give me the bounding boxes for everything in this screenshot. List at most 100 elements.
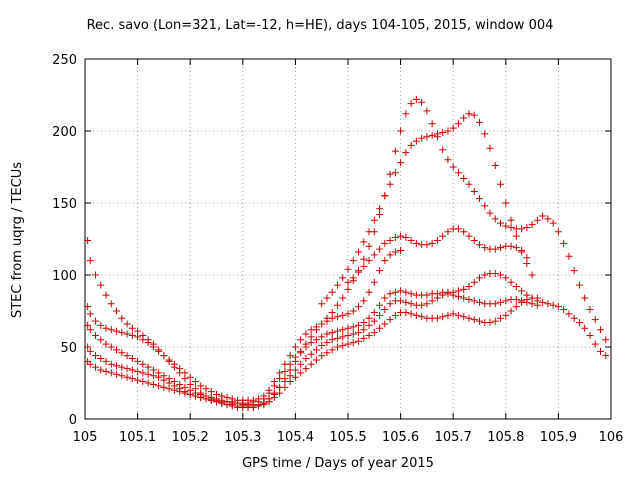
data-point <box>575 319 583 327</box>
data-point <box>407 100 415 108</box>
data-point <box>412 95 420 103</box>
data-point <box>118 372 126 380</box>
data-point <box>497 298 505 306</box>
data-point <box>328 336 336 344</box>
data-point <box>291 373 299 381</box>
data-point <box>307 333 315 341</box>
data-point <box>481 271 489 279</box>
data-point <box>476 274 483 282</box>
data-point <box>397 287 405 295</box>
data-point <box>176 365 184 373</box>
data-point <box>596 347 604 355</box>
data-point <box>339 333 347 341</box>
data-point <box>86 347 94 355</box>
data-point <box>507 216 515 224</box>
data-point <box>507 278 515 286</box>
data-point <box>444 156 452 164</box>
data-point <box>144 379 152 387</box>
data-point <box>460 294 468 302</box>
x-tick-label: 105.3 <box>224 430 261 445</box>
data-point <box>165 356 173 364</box>
data-point <box>433 236 441 244</box>
data-point <box>323 314 331 322</box>
data-point <box>391 311 399 319</box>
data-point <box>502 297 510 305</box>
data-point <box>560 239 568 247</box>
data-point <box>433 294 441 302</box>
data-series <box>84 294 541 411</box>
data-point <box>344 278 352 286</box>
data-point <box>92 331 100 339</box>
data-point <box>370 317 378 325</box>
data-point <box>370 278 378 286</box>
data-point <box>544 215 552 223</box>
data-point <box>128 355 136 363</box>
data-point <box>265 395 273 403</box>
data-point <box>481 130 489 138</box>
data-point <box>155 347 163 355</box>
data-point <box>155 373 163 381</box>
data-point <box>144 370 152 378</box>
data-point <box>360 238 368 246</box>
data-point <box>134 367 142 375</box>
data-point <box>86 257 94 265</box>
data-point <box>113 362 121 370</box>
data-point <box>360 255 368 263</box>
data-point <box>381 320 389 328</box>
data-point <box>84 236 92 244</box>
data-point <box>149 372 157 380</box>
data-point <box>102 340 110 348</box>
data-point <box>381 294 389 302</box>
y-tick-label: 200 <box>52 125 77 140</box>
data-point <box>86 326 94 334</box>
data-point <box>297 369 305 377</box>
data-point <box>423 300 431 308</box>
data-point <box>533 301 541 309</box>
data-point <box>581 324 589 332</box>
data-point <box>202 395 210 403</box>
data-point <box>412 137 420 145</box>
data-point <box>439 146 447 154</box>
data-point <box>344 265 352 273</box>
data-point <box>581 294 589 302</box>
data-point <box>344 331 352 339</box>
data-point <box>407 141 415 149</box>
data-point <box>213 398 220 406</box>
data-point <box>333 301 341 309</box>
data-point <box>165 385 173 393</box>
data-point <box>370 308 378 316</box>
x-tick-label: 106 <box>599 430 624 445</box>
data-point <box>349 323 357 331</box>
data-point <box>92 271 100 279</box>
data-point <box>560 306 568 314</box>
data-point <box>470 316 478 324</box>
data-point <box>376 245 384 253</box>
data-point <box>391 234 399 242</box>
data-point <box>507 223 515 231</box>
data-point <box>407 290 415 298</box>
data-point <box>92 363 100 371</box>
data-point <box>502 199 510 207</box>
data-point <box>376 311 384 319</box>
data-point <box>370 216 378 224</box>
data-point <box>276 383 284 391</box>
grid-lines <box>85 59 611 419</box>
data-point <box>123 320 131 328</box>
x-tick-label: 105.7 <box>435 430 472 445</box>
data-point <box>355 268 363 276</box>
data-point <box>360 326 368 334</box>
data-point <box>97 281 105 289</box>
data-point <box>523 295 531 303</box>
data-point <box>318 342 326 350</box>
data-point <box>365 321 373 329</box>
data-point <box>512 232 520 240</box>
data-point <box>333 281 341 289</box>
x-tick-label: 105.6 <box>382 430 419 445</box>
data-point <box>386 170 394 178</box>
data-point <box>102 357 110 365</box>
data-point <box>218 399 226 407</box>
data-point <box>270 382 278 390</box>
data-point <box>349 339 357 347</box>
data-point <box>302 330 310 338</box>
data-point <box>349 257 357 265</box>
